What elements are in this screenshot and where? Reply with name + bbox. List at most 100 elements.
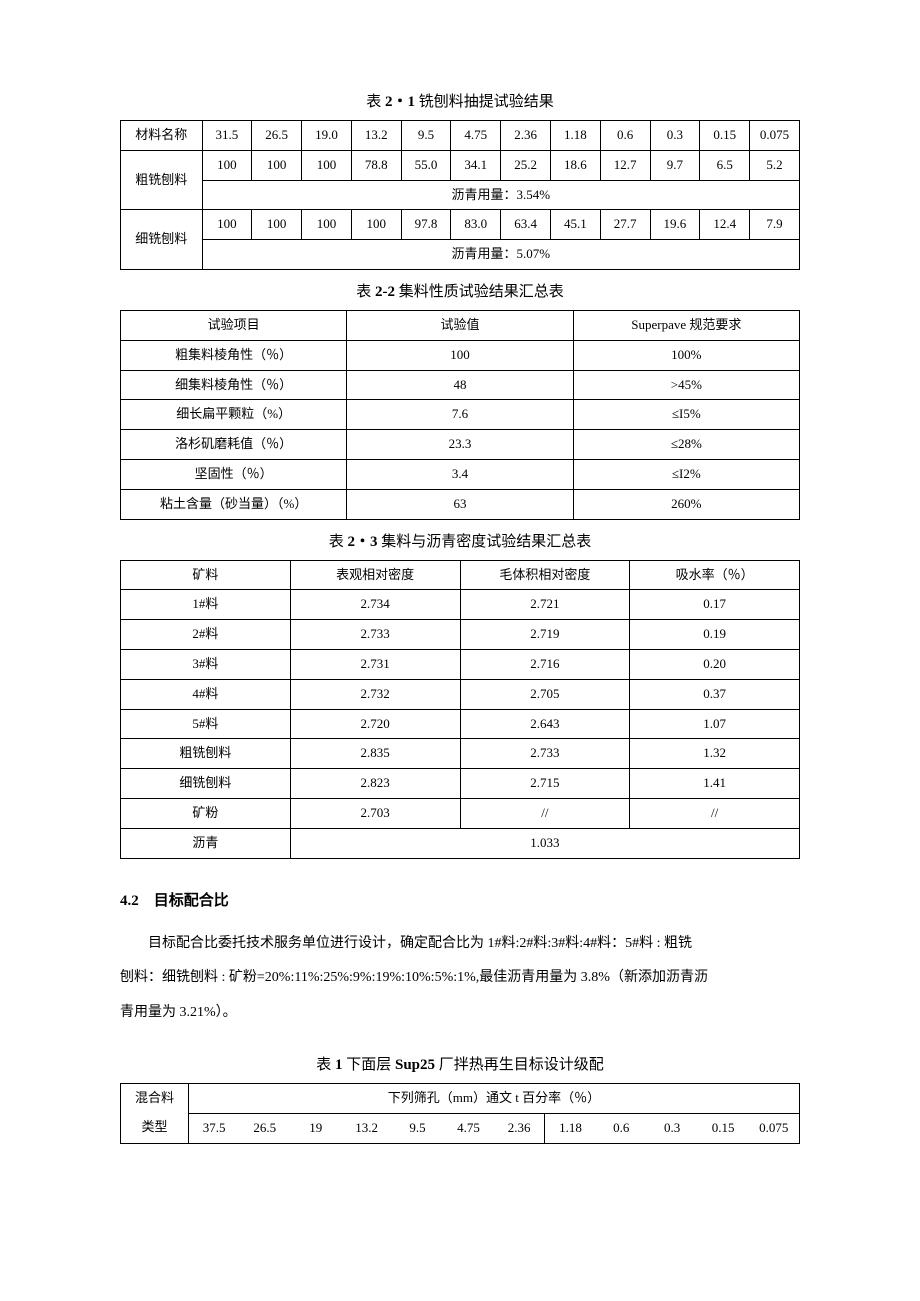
text: 厂拌热再生目标设计级配	[439, 1057, 604, 1073]
cell: 试验项目	[121, 310, 347, 340]
cell: 细集料棱角性（％）	[121, 370, 347, 400]
cell: 0.20	[630, 649, 800, 679]
cell: 坚固性（％）	[121, 459, 347, 489]
cell: 1.18	[545, 1113, 596, 1143]
text: 集料性质试验结果汇总表	[399, 284, 564, 300]
cell: 27.7	[600, 210, 650, 240]
cell: 1.033	[290, 828, 799, 858]
cell: 0.17	[630, 590, 800, 620]
table-row: 粗铣刨料 100 100 100 78.8 55.0 34.1 25.2 18.…	[121, 150, 800, 180]
cell: 0.19	[630, 620, 800, 650]
cell: 细铣刨料	[121, 769, 291, 799]
cell: 2.715	[460, 769, 630, 799]
cell: Superpave 规范要求	[573, 310, 799, 340]
cell: 100%	[573, 340, 799, 370]
cell: 0.075	[750, 121, 800, 151]
cell: 0.3	[647, 1113, 698, 1143]
cell: 1.07	[630, 709, 800, 739]
cell: 类型	[121, 1113, 189, 1143]
cell: 试验值	[347, 310, 573, 340]
cell: 7.9	[750, 210, 800, 240]
cell: 13.2	[351, 121, 401, 151]
cell: 0.15	[698, 1113, 749, 1143]
cell: >45%	[573, 370, 799, 400]
cell: 31.5	[202, 121, 252, 151]
cell: 4#料	[121, 679, 291, 709]
cell: 沥青用量：5.07%	[202, 240, 800, 270]
table2-title: 表 2-2 集料性质试验结果汇总表	[120, 280, 800, 304]
cell: 2.823	[290, 769, 460, 799]
cell: 2.732	[290, 679, 460, 709]
cell: 粗集料棱角性（％）	[121, 340, 347, 370]
cell: 粗铣刨料	[121, 739, 291, 769]
cell: 78.8	[351, 150, 401, 180]
paragraph: 青用量为 3.21%）。	[120, 998, 800, 1029]
table-row: 粗集料棱角性（％） 100 100%	[121, 340, 800, 370]
cell: 23.3	[347, 430, 573, 460]
text: 表	[356, 284, 371, 300]
cell: 55.0	[401, 150, 451, 180]
cell: 2.643	[460, 709, 630, 739]
table-row: 矿粉 2.703 // //	[121, 798, 800, 828]
table-row: 沥青用量：5.07%	[121, 240, 800, 270]
cell: 0.6	[596, 1113, 647, 1143]
table-row: 细铣刨料 100 100 100 100 97.8 83.0 63.4 45.1…	[121, 210, 800, 240]
table3: 矿料 表观相对密度 毛体积相对密度 吸水率（％） 1#料 2.734 2.721…	[120, 560, 800, 859]
cell: 2.733	[460, 739, 630, 769]
cell: 2.835	[290, 739, 460, 769]
table-row: 1#料 2.734 2.721 0.17	[121, 590, 800, 620]
cell: 48	[347, 370, 573, 400]
table-row: 粗铣刨料 2.835 2.733 1.32	[121, 739, 800, 769]
text: 表	[316, 1057, 331, 1073]
cell: 100	[351, 210, 401, 240]
cell: 粘土含量（砂当量）（%）	[121, 489, 347, 519]
table-row: 材料名称 31.5 26.5 19.0 13.2 9.5 4.75 2.36 1…	[121, 121, 800, 151]
cell: 3.4	[347, 459, 573, 489]
text: 表	[366, 94, 381, 110]
cell: 2.734	[290, 590, 460, 620]
table4-title: 表 1 下面层 Sup25 厂拌热再生目标设计级配	[120, 1053, 800, 1077]
table-row: 3#料 2.731 2.716 0.20	[121, 649, 800, 679]
cell: 2.731	[290, 649, 460, 679]
cell: 83.0	[451, 210, 501, 240]
cell: 100	[202, 210, 252, 240]
text: 2-2	[375, 284, 395, 300]
cell: 0.3	[650, 121, 700, 151]
cell: 12.7	[600, 150, 650, 180]
cell: 34.1	[451, 150, 501, 180]
table2: 试验项目 试验值 Superpave 规范要求 粗集料棱角性（％） 100 10…	[120, 310, 800, 520]
text: 表	[329, 534, 344, 550]
cell: 5#料	[121, 709, 291, 739]
cell: 2#料	[121, 620, 291, 650]
cell: 1.18	[550, 121, 600, 151]
table-row: 细铣刨料 2.823 2.715 1.41	[121, 769, 800, 799]
cell: 7.6	[347, 400, 573, 430]
cell: 5.2	[750, 150, 800, 180]
table-row: 2#料 2.733 2.719 0.19	[121, 620, 800, 650]
cell: 19.0	[302, 121, 352, 151]
table1-title: 表 2・1 铣刨料抽提试验结果	[120, 90, 800, 114]
table3-title: 表 2・3 集料与沥青密度试验结果汇总表	[120, 530, 800, 554]
cell: //	[460, 798, 630, 828]
cell: //	[630, 798, 800, 828]
cell: 100	[302, 150, 352, 180]
cell: 9.5	[401, 121, 451, 151]
cell: 26.5	[252, 121, 302, 151]
cell: 混合料	[121, 1083, 189, 1113]
cell: 细长扁平颗粒（%）	[121, 400, 347, 430]
cell: 2.719	[460, 620, 630, 650]
cell: 0.075	[749, 1113, 800, 1143]
text: 1	[335, 1057, 343, 1073]
cell: 100	[252, 210, 302, 240]
cell: 97.8	[401, 210, 451, 240]
cell: 表观相对密度	[290, 560, 460, 590]
cell: 1.32	[630, 739, 800, 769]
cell: 9.5	[392, 1113, 443, 1143]
cell: 260%	[573, 489, 799, 519]
cell: 0.37	[630, 679, 800, 709]
text: 下面层	[346, 1057, 391, 1073]
cell: 材料名称	[121, 121, 203, 151]
paragraph: 刨料：细铣刨料 : 矿粉=20%:11%:25%:9%:19%:10%:5%:1…	[120, 963, 800, 994]
table-row: 矿料 表观相对密度 毛体积相对密度 吸水率（％）	[121, 560, 800, 590]
cell: 6.5	[700, 150, 750, 180]
